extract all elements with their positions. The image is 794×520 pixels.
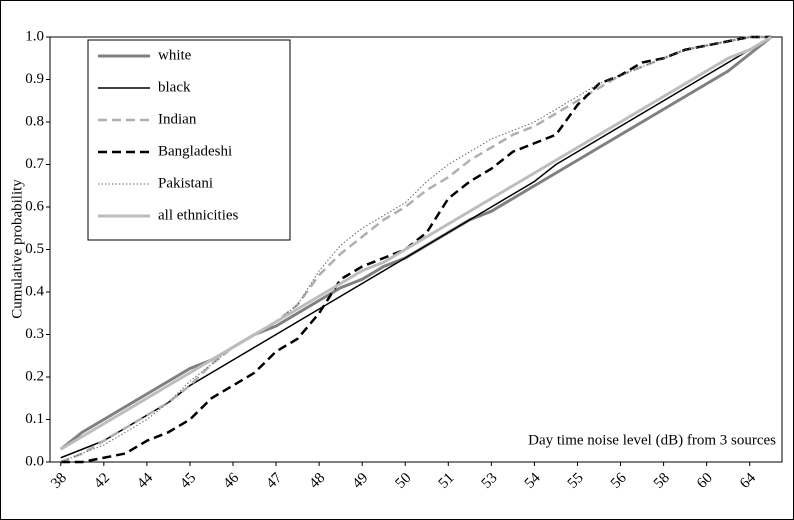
series-line — [60, 35, 772, 464]
series-line — [60, 35, 772, 464]
legend-label: black — [158, 79, 191, 95]
y-tick-label: 0.2 — [25, 368, 44, 384]
legend-label: all ethnicities — [158, 207, 239, 223]
y-tick-label: 0.3 — [25, 326, 44, 342]
y-tick-label: 0.7 — [25, 156, 44, 172]
y-tick-label: 0.4 — [25, 283, 44, 299]
series-line — [60, 35, 772, 451]
y-tick-label: 0.8 — [25, 113, 44, 129]
y-tick-label: 0.1 — [25, 411, 44, 427]
series-line — [60, 36, 772, 459]
annotation: Day time noise level (dB) from 3 sources — [528, 432, 776, 448]
y-tick-label: 0.5 — [25, 241, 44, 257]
legend-label: Bangladeshi — [158, 143, 232, 159]
y-tick-label: 0.9 — [25, 71, 44, 87]
series-line — [60, 36, 772, 463]
legend — [87, 39, 291, 241]
legend-label: Indian — [158, 111, 197, 127]
y-tick-label: 0.6 — [25, 198, 44, 214]
legend-label: white — [158, 47, 192, 63]
y-axis-label: Cumulative probability — [9, 179, 25, 319]
y-tick-label: 0.0 — [25, 453, 44, 469]
legend-label: Pakistani — [158, 175, 213, 191]
y-tick-label: 1.0 — [25, 28, 44, 44]
